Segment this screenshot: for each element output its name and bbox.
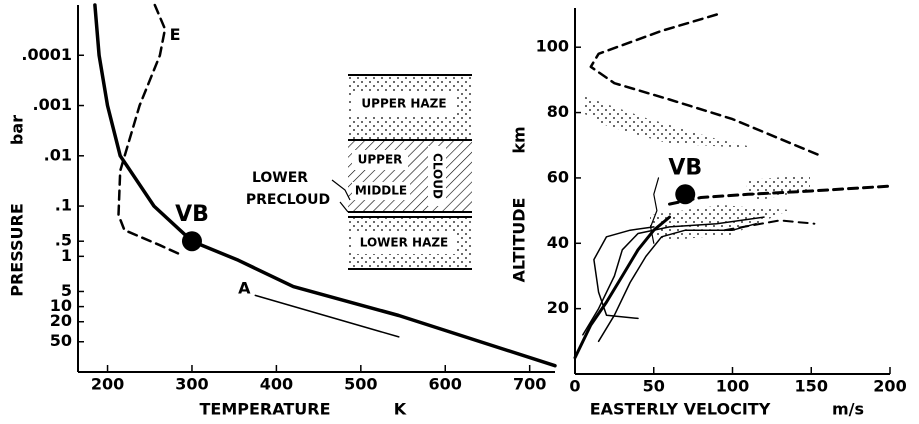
- y-tick-label: 5: [61, 281, 72, 300]
- x-tick-label: 300: [175, 375, 208, 394]
- cloud-label: MIDDLE: [355, 184, 407, 198]
- y-tick-label: .0001: [21, 45, 72, 64]
- y-tick-label: 1: [61, 246, 72, 265]
- label-bg: [352, 232, 456, 254]
- y-axis-title: PRESSURE: [8, 203, 27, 297]
- x-axis-title: TEMPERATURE: [199, 400, 330, 419]
- label-bg: [352, 182, 410, 200]
- cloud-diagram: UPPER HAZE UPPER CLOUD MIDDLE LOWER PREC…: [246, 74, 472, 270]
- y-tick-label: 10: [50, 296, 72, 315]
- x-tick-label: 150: [795, 377, 828, 396]
- cloud-label: UPPER: [358, 153, 403, 167]
- x-tick-label: 700: [513, 375, 546, 394]
- annotation: E: [170, 25, 181, 44]
- label-bg: [352, 150, 408, 170]
- y-tick-label: 50: [50, 331, 72, 350]
- x-axis-unit: K: [394, 400, 407, 419]
- cloud-label: LOWER: [252, 170, 308, 186]
- profile-line: [582, 216, 765, 336]
- profile-line: [573, 215, 671, 360]
- leader-line: [331, 179, 351, 213]
- marker-label: VB: [175, 202, 209, 227]
- x-tick-label: 200: [873, 377, 906, 396]
- y-axis-unit: bar: [8, 115, 27, 145]
- x-axis-unit: m/s: [832, 400, 864, 419]
- profile-line: [597, 222, 757, 343]
- cloud-label: LOWER HAZE: [360, 236, 449, 250]
- x-axis-title: EASTERLY VELOCITY: [590, 400, 771, 419]
- y-tick-label: .001: [33, 95, 72, 114]
- vb-marker: [181, 231, 202, 252]
- y-tick-label: .01: [44, 145, 72, 164]
- stipple-region: [745, 175, 810, 200]
- vb-marker: [675, 184, 696, 205]
- x-tick-label: 500: [344, 375, 377, 394]
- profile-line: [254, 294, 400, 338]
- profile-line: [589, 13, 821, 157]
- y-tick-label: 20: [547, 298, 569, 317]
- y-tick-label: 100: [536, 37, 569, 56]
- cloud-label: UPPER HAZE: [361, 97, 446, 111]
- y-tick-label: 40: [547, 233, 569, 252]
- profile-line: [93, 3, 557, 368]
- x-tick-label: 600: [429, 375, 462, 394]
- cloud-label: CLOUD: [431, 153, 445, 199]
- x-tick-label: 100: [716, 377, 749, 396]
- label-bg: [352, 92, 456, 116]
- y-tick-label: .5: [55, 231, 72, 250]
- x-tick-label: 50: [643, 377, 665, 396]
- y-axis-title: ALTITUDE: [510, 198, 529, 283]
- cloud-label: PRECLOUD: [246, 192, 330, 208]
- y-tick-label: 60: [547, 167, 569, 186]
- stipple-region: [583, 96, 756, 148]
- profile-line: [593, 226, 655, 320]
- y-tick-label: 20: [50, 311, 72, 330]
- profile-line: [117, 3, 181, 256]
- label-bg: [428, 146, 446, 206]
- y-tick-label: 80: [547, 102, 569, 121]
- x-tick-label: 400: [260, 375, 293, 394]
- y-tick-label: .1: [55, 196, 72, 215]
- y-axis-unit: km: [510, 126, 529, 153]
- x-tick-label: 0: [569, 377, 580, 396]
- annotation: A: [238, 279, 251, 298]
- profile-line: [650, 177, 660, 244]
- x-tick-label: 200: [91, 375, 124, 394]
- marker-label: VB: [668, 155, 702, 180]
